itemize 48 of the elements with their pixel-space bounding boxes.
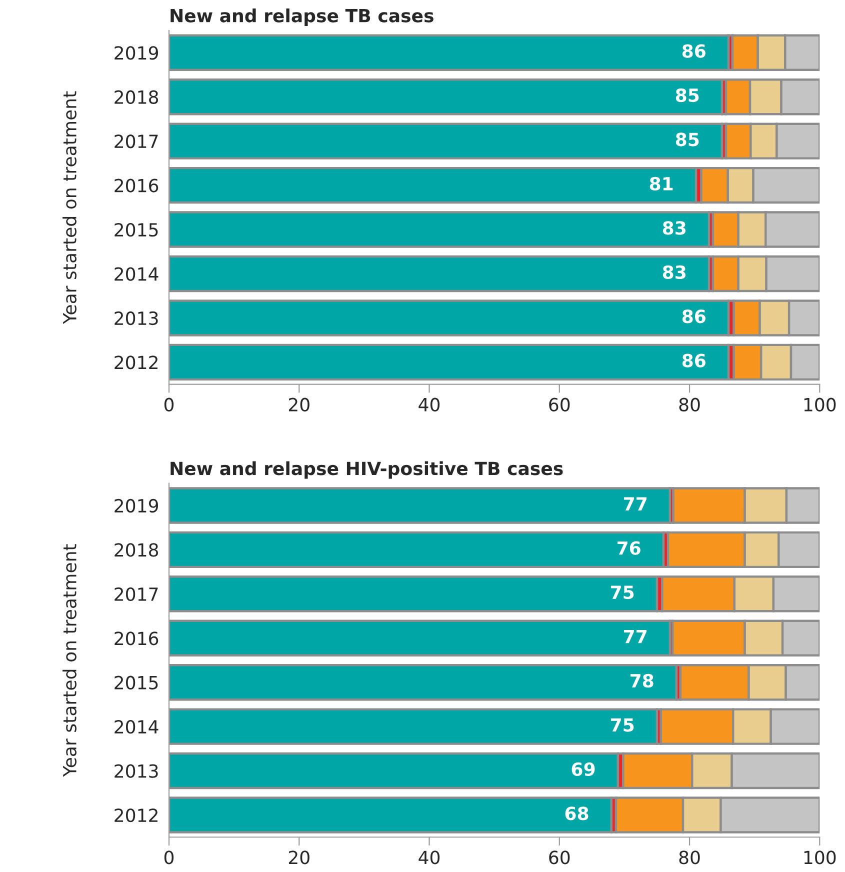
y-tick-label: 2013 bbox=[114, 311, 158, 326]
y-tick-label: 2019 bbox=[114, 46, 158, 60]
x-tick-label: 60 bbox=[549, 850, 570, 864]
x-tick-label: 40 bbox=[418, 850, 440, 864]
y-tick-label: 2019 bbox=[114, 498, 158, 513]
data-label: 86 bbox=[682, 44, 706, 58]
data-label: 83 bbox=[662, 265, 686, 279]
data-label: 86 bbox=[682, 310, 706, 324]
x-tick-label: 100 bbox=[804, 398, 836, 412]
data-label: 77 bbox=[624, 630, 646, 644]
data-label: 85 bbox=[676, 132, 699, 146]
x-tick-label: 20 bbox=[288, 850, 310, 864]
y-tick-label: 2014 bbox=[114, 267, 158, 281]
y-tick-label: 2013 bbox=[114, 764, 158, 778]
data-label: 86 bbox=[682, 354, 706, 368]
data-label: 69 bbox=[572, 762, 595, 776]
chart-title: New and relapse TB cases bbox=[170, 8, 434, 26]
data-label: 68 bbox=[565, 806, 588, 820]
data-label: 75 bbox=[610, 718, 634, 732]
y-axis-title: Year started on treatment bbox=[62, 91, 76, 324]
y-tick-label: 2012 bbox=[114, 356, 158, 370]
chart-title: New and relapse HIV-positive TB cases bbox=[170, 461, 563, 479]
data-label: 78 bbox=[630, 674, 654, 688]
y-tick-label: 2018 bbox=[114, 90, 158, 104]
y-tick-label: 2017 bbox=[114, 587, 158, 602]
x-tick-label: 0 bbox=[164, 850, 174, 864]
x-tick-label: 60 bbox=[549, 398, 570, 412]
y-tick-label: 2016 bbox=[114, 178, 158, 192]
x-tick-label: 40 bbox=[418, 398, 440, 412]
data-label: 83 bbox=[662, 221, 686, 235]
x-tick-label: 80 bbox=[679, 850, 700, 864]
y-tick-label: 2015 bbox=[114, 222, 158, 237]
x-tick-label: 100 bbox=[804, 850, 836, 864]
y-tick-label: 2018 bbox=[114, 543, 158, 557]
data-label: 77 bbox=[624, 497, 646, 510]
data-label: 85 bbox=[676, 88, 699, 102]
y-tick-label: 2016 bbox=[114, 632, 158, 646]
y-tick-label: 2012 bbox=[114, 808, 158, 822]
data-label: 76 bbox=[617, 541, 640, 555]
x-tick-label: 0 bbox=[164, 398, 174, 412]
y-tick-label: 2017 bbox=[114, 134, 158, 148]
y-tick-label: 2014 bbox=[114, 720, 158, 734]
x-tick-label: 80 bbox=[679, 398, 700, 412]
x-tick-label: 20 bbox=[288, 398, 310, 412]
data-label: 75 bbox=[610, 586, 634, 600]
y-tick-label: 2015 bbox=[114, 676, 158, 690]
data-label: 81 bbox=[650, 176, 673, 191]
y-axis-title: Year started on treatment bbox=[62, 544, 76, 777]
